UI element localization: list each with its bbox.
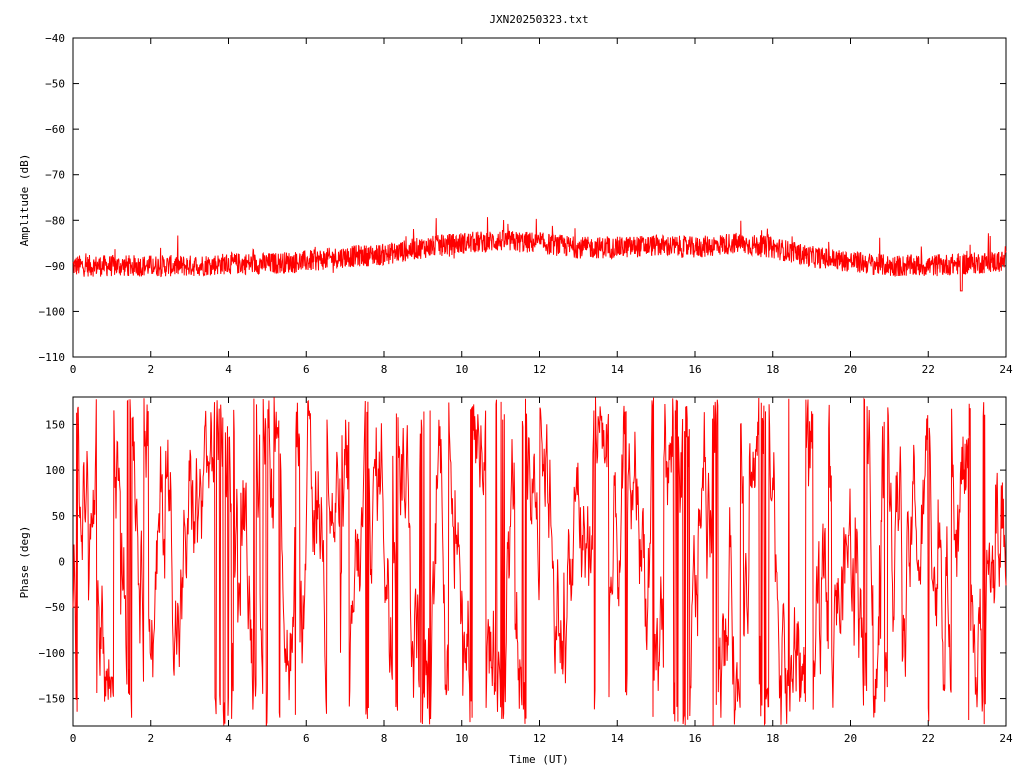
amplitude-x-tick-label: 18 (766, 363, 779, 376)
amplitude-x-tick-label: 6 (303, 363, 310, 376)
amplitude-y-tick-label: −80 (45, 214, 65, 227)
phase-x-tick-label: 20 (844, 732, 857, 745)
phase-x-tick-label: 18 (766, 732, 779, 745)
phase-x-tick-label: 0 (70, 732, 77, 745)
phase-x-tick-label: 10 (455, 732, 468, 745)
phase-y-tick-label: −100 (39, 647, 66, 660)
amplitude-y-tick-label: −110 (39, 351, 66, 364)
amplitude-y-axis-label: Amplitude (dB) (18, 154, 31, 247)
phase-x-tick-label: 2 (147, 732, 154, 745)
phase-y-tick-label: 100 (45, 464, 65, 477)
phase-x-tick-label: 6 (303, 732, 310, 745)
amplitude-y-tick-label: −50 (45, 78, 65, 91)
amplitude-y-tick-label: −60 (45, 123, 65, 136)
phase-x-tick-label: 16 (688, 732, 701, 745)
amplitude-x-tick-label: 8 (381, 363, 388, 376)
amplitude-y-tick-label: −40 (45, 32, 65, 45)
amplitude-x-tick-label: 12 (533, 363, 546, 376)
phase-y-axis-label: Phase (deg) (18, 526, 31, 599)
phase-y-tick-label: 0 (58, 556, 65, 569)
amplitude-x-tick-label: 16 (688, 363, 701, 376)
amplitude-x-tick-label: 2 (147, 363, 154, 376)
amplitude-series-line (72, 217, 1007, 292)
phase-x-tick-label: 12 (533, 732, 546, 745)
amplitude-panel: 0 2 4 6 8 10 12 14 16 18 20 22 24−40−50−60−70−80−90−… (39, 32, 1013, 376)
amplitude-x-tick-label: 20 (844, 363, 857, 376)
amplitude-x-tick-label: 24 (999, 363, 1013, 376)
phase-x-tick-label: 4 (225, 732, 232, 745)
phase-y-tick-label: 50 (52, 510, 65, 523)
phase-y-tick-label: −150 (39, 693, 66, 706)
amplitude-y-tick-label: −70 (45, 169, 65, 182)
amplitude-x-tick-label: 10 (455, 363, 468, 376)
amplitude-plot-border (72, 37, 1007, 358)
phase-series-line (72, 397, 1007, 727)
time-x-axis-label: Time (UT) (509, 753, 569, 766)
amplitude-y-tick-label: −90 (45, 260, 65, 273)
amplitude-x-tick-label: 0 (70, 363, 77, 376)
amplitude-y-tick-label: −100 (39, 305, 66, 318)
phase-x-tick-label: 8 (381, 732, 388, 745)
phase-x-tick-label: 24 (999, 732, 1013, 745)
chart-title: JXN20250323.txt (489, 13, 588, 26)
amplitude-x-tick-label: 4 (225, 363, 232, 376)
phase-x-tick-label: 14 (611, 732, 625, 745)
amplitude-x-tick-label: 22 (922, 363, 935, 376)
phase-x-tick-label: 22 (922, 732, 935, 745)
phase-y-tick-label: −50 (45, 601, 65, 614)
phase-y-tick-label: 150 (45, 418, 65, 431)
amplitude-x-tick-label: 14 (611, 363, 625, 376)
phase-panel: 0 2 4 6 8 10 12 14 16 18 20 22 24150100500−50−100−15… (39, 396, 1013, 745)
